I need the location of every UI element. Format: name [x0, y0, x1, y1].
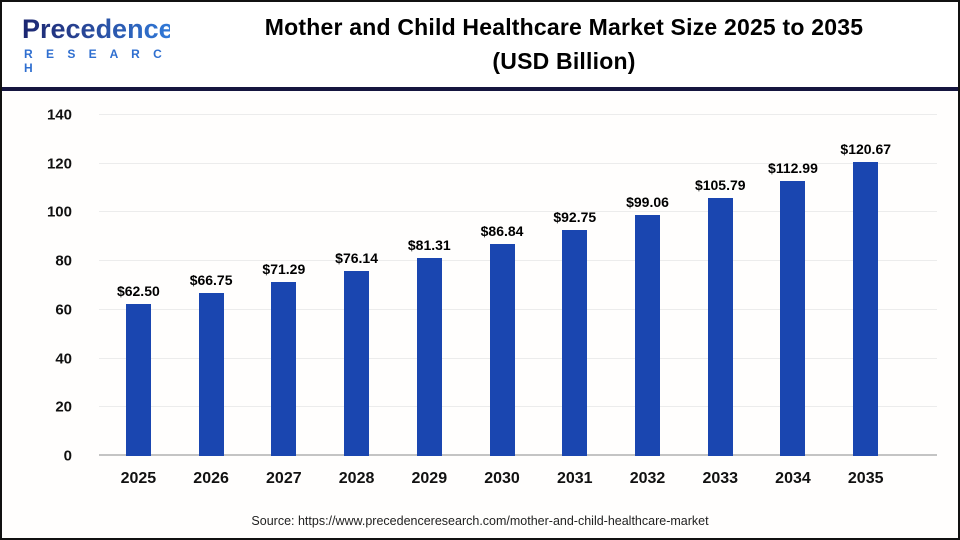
- x-tick-label-2030: 2030: [484, 470, 520, 487]
- y-tick-label-0: 0: [63, 447, 72, 465]
- bar-2032: [635, 214, 660, 456]
- bar-2026: [198, 293, 224, 456]
- plot-area: [99, 114, 937, 456]
- logo-sub-text: R E S E A R C H: [24, 47, 167, 75]
- logo-brand-text: Precedence: [22, 14, 174, 44]
- y-tick-label-20: 20: [55, 398, 72, 416]
- chart-title-line2: (USD Billion): [492, 48, 636, 74]
- precedence-research-logo: Precedence R E S E A R C H: [2, 2, 174, 76]
- x-tick-label-2032: 2032: [629, 470, 666, 487]
- gridline-20: [99, 406, 937, 408]
- x-tick-label-2033: 2033: [702, 470, 739, 487]
- bar-2027: [271, 282, 297, 456]
- bar-value-label-2032: $99.06: [626, 193, 669, 210]
- bar-value-label-2033: $105.79: [694, 177, 746, 194]
- y-axis-labels: 0 20 40 60 80 100 120 140: [20, 108, 84, 464]
- gridline-60: [99, 308, 937, 310]
- gridline-120: [99, 162, 937, 164]
- x-tick-label-2027: 2027: [266, 470, 302, 487]
- x-axis-labels: 2025 2026 2027 2028 2029 2030 2031 2032 2033 2034…: [102, 470, 902, 488]
- x-tick-label-2026: 2026: [193, 470, 229, 487]
- y-tick-label-140: 140: [46, 106, 72, 124]
- gridline-40: [99, 357, 937, 359]
- bar-column-2027: $71.29: [247, 115, 320, 456]
- y-tick-label-120: 120: [46, 155, 72, 173]
- source-text: Source: https://www.precedenceresearch.c…: [251, 514, 709, 528]
- header: Precedence R E S E A R C H Mother and Ch…: [2, 2, 958, 91]
- y-tick-label-100: 100: [46, 203, 72, 221]
- bar-column-2026: $66.75: [175, 115, 248, 456]
- x-tick-label-2028: 2028: [338, 470, 375, 487]
- x-tick-label-2034: 2034: [775, 470, 811, 487]
- bar-value-label-2035: $120.67: [840, 141, 892, 158]
- bar-value-label-2034: $112.99: [768, 159, 818, 176]
- gridline-80: [99, 260, 937, 262]
- gridline-100: [99, 211, 937, 213]
- bar-2031: [562, 230, 588, 456]
- bar-value-label-2031: $92.75: [553, 209, 597, 226]
- bar-2034: [780, 180, 806, 456]
- x-tick-label-2029: 2029: [411, 470, 448, 487]
- bar-2035: [853, 162, 879, 456]
- y-tick-label-80: 80: [55, 252, 72, 270]
- x-tick-label-2031: 2031: [556, 470, 593, 487]
- bar-column-2034: $112.99: [757, 115, 830, 456]
- bar-column-2035: $120.67: [829, 115, 902, 456]
- bar-column-2025: $62.50: [102, 115, 175, 456]
- x-tick-label-2025: 2025: [120, 470, 157, 487]
- bar-2028: [344, 270, 370, 456]
- bar-column-2033: $105.79: [684, 115, 757, 456]
- bar-value-label-2029: $81.31: [407, 236, 451, 253]
- y-tick-label-60: 60: [55, 301, 72, 319]
- bar-column-2030: $86.84: [466, 115, 539, 456]
- bar-value-label-2025: $62.50: [116, 282, 160, 299]
- bar-value-label-2028: $76.14: [335, 249, 378, 266]
- bar-value-label-2030: $86.84: [480, 223, 524, 240]
- bar-value-label-2026: $66.75: [189, 272, 233, 289]
- bar-2025: [125, 303, 151, 456]
- bar-column-2028: $76.14: [320, 115, 393, 456]
- x-tick-label-2035: 2035: [847, 470, 884, 487]
- chart-title-line1: Mother and Child Healthcare Market Size …: [264, 14, 864, 40]
- bar-2033: [707, 198, 733, 456]
- gridline-0: [99, 454, 937, 456]
- gridline-140: [99, 114, 937, 115]
- bar-column-2031: $92.75: [538, 115, 611, 456]
- bar-2029: [416, 257, 442, 456]
- bar-column-2029: $81.31: [393, 115, 466, 456]
- y-tick-label-40: 40: [55, 350, 72, 368]
- bars-container: $62.50 $66.75 $71.29 $76.14 $81.31 $86.84 $92.…: [102, 115, 902, 456]
- bar-2030: [489, 244, 515, 456]
- bar-value-label-2027: $71.29: [262, 261, 306, 278]
- bar-column-2032: $99.06: [611, 115, 684, 456]
- chart-title: Mother and Child Healthcare Market Size …: [170, 2, 958, 78]
